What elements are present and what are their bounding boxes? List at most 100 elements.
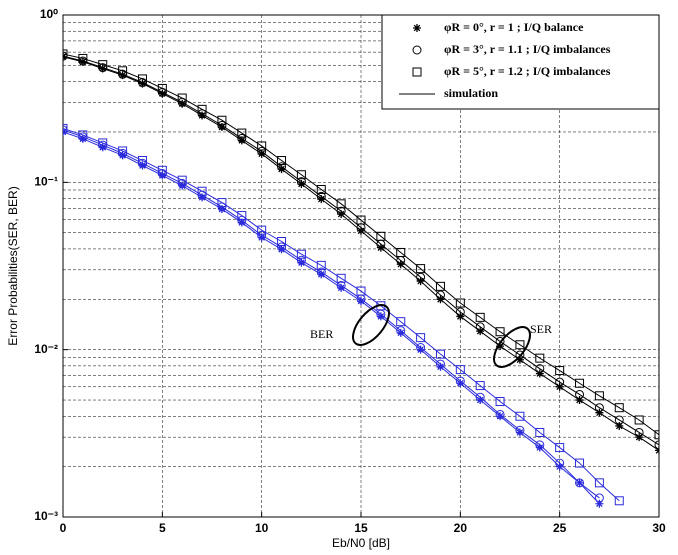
marker-square bbox=[277, 237, 287, 247]
marker-circle bbox=[217, 120, 227, 130]
marker-circle bbox=[495, 336, 505, 346]
marker-star bbox=[376, 312, 385, 321]
marker-circle bbox=[316, 191, 326, 201]
marker-star bbox=[337, 283, 346, 292]
marker-circle bbox=[475, 392, 485, 402]
marker-circle bbox=[455, 307, 465, 317]
marker-square bbox=[237, 211, 247, 221]
marker-star bbox=[413, 24, 421, 32]
x-tick-label: 30 bbox=[652, 521, 666, 535]
marker-square bbox=[177, 175, 187, 185]
marker-star bbox=[297, 258, 306, 267]
marker-circle bbox=[435, 290, 445, 300]
marker-circle bbox=[277, 242, 287, 252]
marker-star bbox=[198, 111, 207, 120]
marker-circle bbox=[614, 415, 624, 425]
marker-star bbox=[376, 243, 385, 252]
marker-square bbox=[594, 391, 604, 401]
legend-label: φR = 0°, r = 1 ; I/Q balance bbox=[444, 20, 584, 34]
legend-box bbox=[381, 14, 660, 110]
marker-square bbox=[217, 198, 227, 208]
marker-circle bbox=[296, 177, 306, 187]
marker-circle bbox=[535, 364, 545, 374]
marker-square bbox=[78, 53, 88, 63]
marker-square bbox=[177, 93, 187, 103]
marker-circle bbox=[412, 45, 422, 55]
marker-circle bbox=[575, 478, 585, 488]
marker-circle bbox=[594, 493, 604, 503]
marker-circle bbox=[475, 322, 485, 332]
marker-square bbox=[316, 260, 326, 270]
marker-star bbox=[496, 412, 505, 421]
marker-square bbox=[515, 340, 525, 350]
marker-square bbox=[416, 264, 426, 274]
marker-star bbox=[277, 165, 286, 174]
marker-square bbox=[495, 397, 505, 407]
marker-square bbox=[237, 128, 247, 138]
marker-star bbox=[436, 362, 445, 371]
marker-star bbox=[635, 433, 644, 442]
y-tick-label: 10⁻³ bbox=[34, 509, 58, 523]
legend-label: φR = 5°, r = 1.2 ; I/Q imbalances bbox=[444, 64, 611, 78]
marker-square bbox=[336, 273, 346, 283]
marker-circle bbox=[515, 350, 525, 360]
marker-circle bbox=[296, 255, 306, 265]
marker-star bbox=[555, 382, 564, 391]
marker-star bbox=[78, 57, 87, 66]
marker-square bbox=[118, 146, 128, 156]
marker-star bbox=[317, 270, 326, 279]
marker-star bbox=[357, 226, 365, 235]
marker-circle bbox=[316, 267, 326, 277]
marker-star bbox=[237, 136, 246, 145]
marker-circle bbox=[555, 377, 565, 387]
marker-square bbox=[575, 378, 585, 388]
x-tick-label: 5 bbox=[159, 521, 166, 535]
marker-circle bbox=[257, 146, 267, 156]
marker-square bbox=[535, 427, 545, 437]
x-tick-label: 15 bbox=[354, 521, 368, 535]
marker-square bbox=[654, 430, 659, 440]
marker-square bbox=[555, 443, 565, 453]
x-tick-label: 0 bbox=[60, 521, 67, 535]
marker-square bbox=[396, 247, 406, 257]
marker-star bbox=[138, 161, 147, 170]
y-tick-label: 10⁻¹ bbox=[34, 175, 58, 189]
y-axis-label: Error Probabilities(SER, BER) bbox=[6, 186, 20, 345]
marker-square bbox=[634, 415, 644, 425]
x-tick-label: 25 bbox=[553, 521, 567, 535]
annotation-label: SER bbox=[530, 322, 552, 336]
marker-star bbox=[515, 428, 524, 437]
marker-circle bbox=[634, 427, 644, 437]
marker-square bbox=[277, 156, 287, 166]
marker-star bbox=[595, 408, 604, 417]
marker-square bbox=[614, 403, 624, 413]
marker-square bbox=[197, 104, 207, 114]
marker-square bbox=[455, 298, 465, 308]
marker-star bbox=[158, 89, 167, 98]
marker-square bbox=[98, 138, 108, 148]
marker-square bbox=[455, 365, 465, 375]
series-line bbox=[63, 131, 600, 505]
marker-circle bbox=[237, 215, 247, 225]
marker-square bbox=[535, 353, 545, 363]
series-line bbox=[63, 127, 620, 502]
marker-square bbox=[475, 312, 485, 322]
marker-square bbox=[137, 156, 147, 166]
marker-star bbox=[515, 355, 524, 364]
marker-square bbox=[296, 249, 306, 259]
marker-star bbox=[337, 210, 346, 219]
marker-circle bbox=[455, 376, 465, 386]
marker-square bbox=[376, 231, 386, 241]
legend-label: simulation bbox=[444, 86, 498, 100]
marker-square bbox=[336, 199, 346, 209]
marker-square bbox=[594, 478, 604, 488]
marker-circle bbox=[515, 425, 525, 435]
marker-square bbox=[296, 170, 306, 180]
marker-circle bbox=[237, 133, 247, 143]
marker-circle bbox=[654, 440, 659, 450]
marker-square bbox=[435, 349, 445, 359]
marker-square bbox=[63, 123, 68, 133]
plot-frame bbox=[62, 14, 660, 518]
